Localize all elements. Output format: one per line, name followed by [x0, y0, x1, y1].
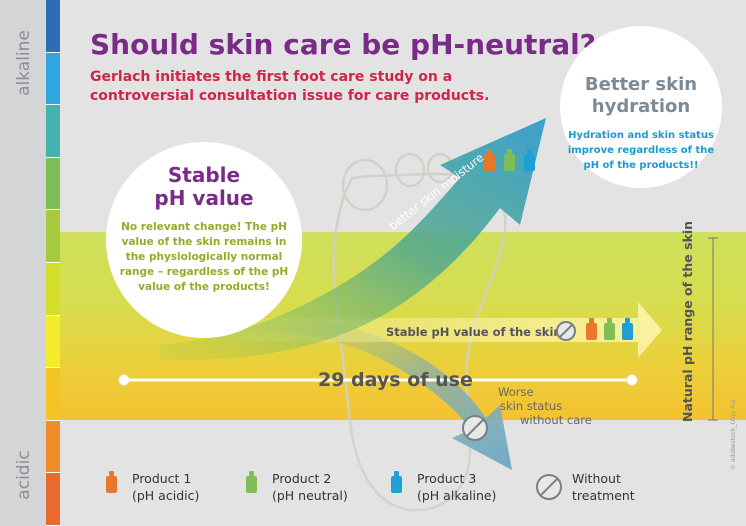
product-1-bottle-icon — [484, 149, 495, 171]
ph-scale-segment — [46, 473, 60, 526]
stable-ph-title: Stable pH value — [154, 163, 254, 210]
better-moisture-arrow — [160, 118, 546, 361]
ph-scale-panel — [0, 0, 46, 526]
product-2-bottle-icon — [604, 318, 615, 340]
no-treatment-icon — [556, 321, 576, 341]
hydration-text: Hydration and skin status improve regard… — [567, 130, 715, 171]
ph-color-scale — [46, 0, 60, 526]
stable-ph-label: Stable pH value of the skin — [386, 325, 562, 339]
stable-ph-circle: Stable pH value No relevant change! The … — [106, 142, 302, 338]
ph-scale-segment — [46, 52, 60, 106]
product-2-bottle-icon — [246, 471, 257, 493]
no-treatment-icon — [462, 415, 488, 441]
page-subtitle: Gerlach initiates the first foot care st… — [90, 69, 490, 104]
no-treatment-icon — [536, 474, 562, 500]
page-title: Should skin care be pH-neutral? — [90, 28, 596, 61]
worse-status-arrow — [240, 320, 512, 470]
worse-status-label: Worse skin status without care — [498, 385, 592, 427]
ph-scale-segment — [46, 210, 60, 263]
ph-scale-segment — [46, 368, 60, 421]
product-1-bottle-icon — [586, 318, 597, 340]
ph-scale-segment — [46, 0, 60, 53]
product-1-bottle-icon — [106, 471, 117, 493]
ph-scale-segment — [46, 157, 60, 211]
ph-scale-segment — [46, 262, 60, 316]
product-2-bottle-icon — [504, 149, 515, 171]
hydration-title: Better skin hydration — [584, 74, 698, 117]
product-3-bottle-icon — [622, 318, 633, 340]
hydration-circle: Better skin hydration Hydration and skin… — [560, 26, 722, 188]
timeline-label: 29 days of use — [318, 369, 473, 391]
stable-ph-text: No relevant change! The pH value of the … — [119, 221, 289, 293]
timeline-start-dot — [118, 374, 130, 386]
ph-scale-segment — [46, 315, 60, 369]
product-3-bottle-icon — [391, 471, 402, 493]
stable-ph-arrow — [230, 302, 662, 358]
image-credit: © adobestock_Olga Rai — [730, 399, 737, 470]
product-3-bottle-icon — [524, 149, 535, 171]
ph-scale-segment — [46, 105, 60, 158]
ph-scale-segment — [46, 420, 60, 474]
timeline-end-dot — [626, 374, 638, 386]
natural-ph-range-label: Natural pH range of the skin — [680, 220, 695, 422]
